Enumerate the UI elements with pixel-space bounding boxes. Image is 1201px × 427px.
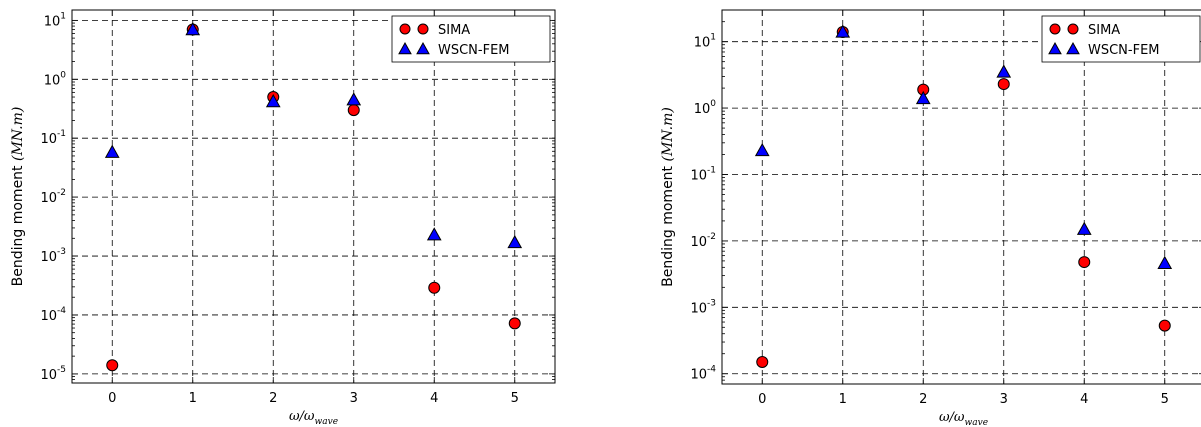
y-tick-label: 100 — [694, 99, 717, 117]
x-tick-label: 1 — [839, 392, 847, 407]
sima-point — [428, 281, 441, 294]
wscn-fem-point — [754, 142, 770, 157]
sima-point — [997, 78, 1010, 91]
sima-point — [508, 317, 521, 330]
sima-point — [1078, 256, 1091, 269]
y-tick-label: 10-2 — [690, 232, 716, 250]
y-tick-label: 10-1 — [690, 165, 716, 183]
x-axis-label: ω/ωwave — [289, 409, 338, 427]
x-tick-label: 2 — [269, 391, 277, 406]
legend-label: SIMA — [1088, 23, 1120, 38]
data-markers — [754, 24, 1173, 369]
wscn-fem-point — [346, 92, 362, 106]
y-tick-label: 10-2 — [40, 188, 66, 206]
y-tick-label: 10-4 — [690, 365, 716, 383]
y-tick-label: 101 — [44, 11, 66, 29]
legend-wscn-fem-marker — [398, 41, 412, 55]
x-tick-label: 5 — [511, 391, 519, 406]
y-axis-label: Bending moment (MN.m) — [660, 107, 676, 287]
wscn-fem-point — [507, 234, 523, 249]
legend-wscn-fem-marker — [1048, 41, 1062, 55]
x-tick-label: 0 — [758, 392, 766, 407]
wscn-fem-point — [265, 93, 281, 108]
sima-point — [756, 356, 769, 369]
x-tick-label: 1 — [189, 391, 197, 406]
x-tick-label: 4 — [1080, 392, 1088, 407]
legend-wscn-fem-marker — [1066, 41, 1080, 55]
x-axis-label: ω/ωwave — [939, 410, 988, 427]
y-tick-label: 10-4 — [40, 306, 66, 324]
y-axis-label: Bending moment (MN.m) — [10, 107, 26, 287]
legend-box — [1041, 15, 1201, 63]
legend-sima-marker — [417, 23, 429, 35]
sima-point — [1158, 319, 1171, 332]
y-tick-label: 10-3 — [690, 298, 716, 316]
sima-point — [347, 104, 360, 117]
x-tick-label: 3 — [350, 391, 358, 406]
wscn-fem-point — [1076, 221, 1092, 235]
y-tick-label: 10-3 — [40, 247, 66, 265]
legend-sima-marker — [399, 23, 411, 35]
axes-frame — [71, 9, 556, 384]
data-markers — [104, 21, 523, 372]
legend-label: WSCN-FEM — [1088, 43, 1160, 58]
wscn-fem-point — [426, 227, 442, 241]
x-tick-label: 0 — [108, 391, 116, 406]
x-tick-label: 2 — [919, 392, 927, 407]
wscn-fem-point — [185, 21, 201, 36]
legend-sima-marker — [1067, 23, 1079, 35]
sima-point — [106, 359, 119, 372]
legend-sima-marker — [1049, 23, 1061, 35]
wscn-fem-point — [104, 144, 120, 158]
legend-box — [391, 15, 551, 63]
axes-frame — [721, 9, 1201, 385]
y-tick-label: 100 — [44, 70, 67, 88]
x-tick-label: 3 — [1000, 392, 1008, 407]
legend-wscn-fem-marker — [416, 41, 430, 55]
wscn-fem-point — [996, 64, 1012, 78]
wscn-fem-point — [1157, 255, 1173, 269]
legend-label: WSCN-FEM — [438, 43, 510, 58]
x-tick-label: 5 — [1161, 392, 1169, 407]
legend-label: SIMA — [438, 23, 470, 38]
x-tick-label: 4 — [430, 391, 438, 406]
wscn-fem-point — [835, 24, 851, 38]
y-tick-label: 101 — [694, 33, 716, 51]
wscn-fem-point — [915, 90, 931, 105]
y-tick-label: 10-5 — [40, 365, 66, 383]
y-tick-label: 10-1 — [40, 129, 66, 147]
